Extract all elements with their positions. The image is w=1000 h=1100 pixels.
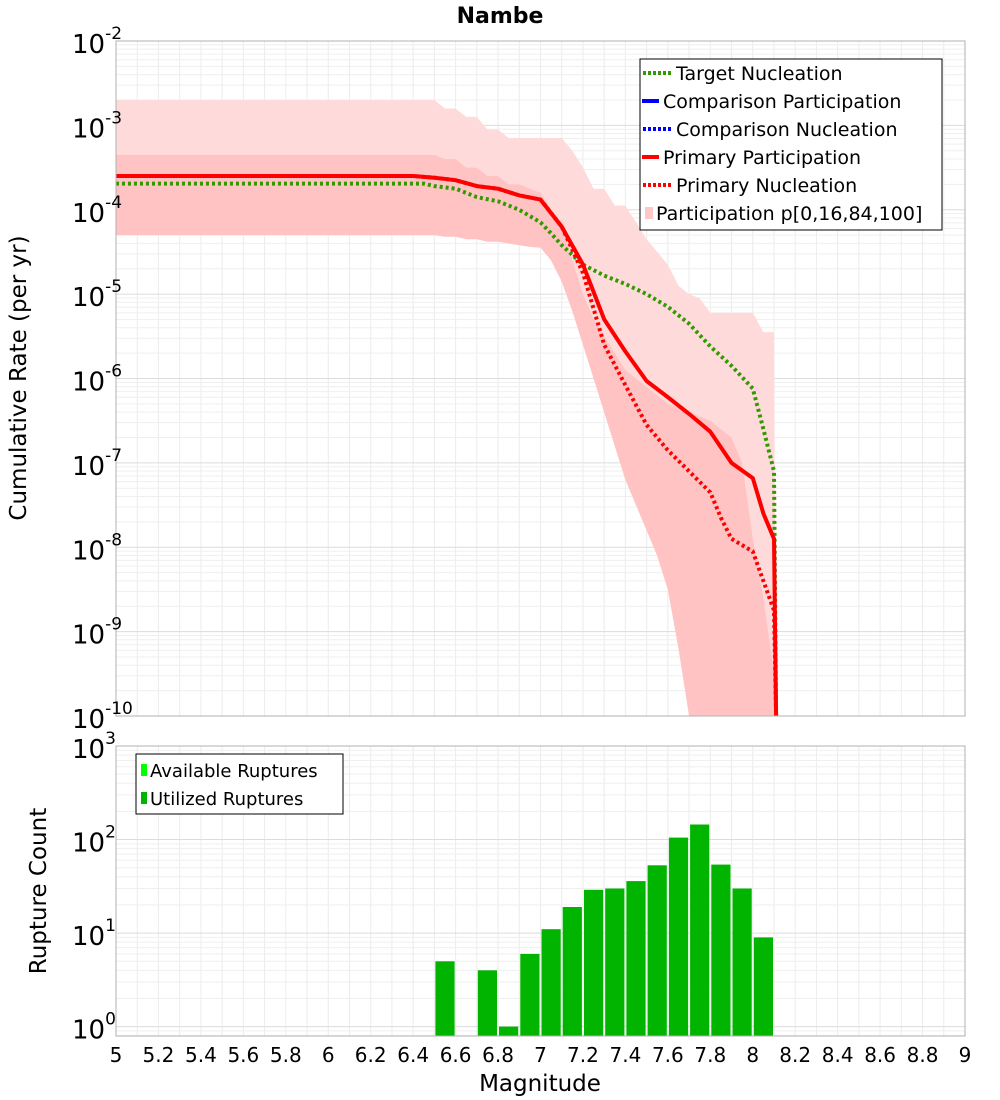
rate-plot-series [116, 174, 779, 717]
chart-title: Nambe [457, 4, 544, 29]
bar [605, 888, 625, 1036]
y-tick-label: 10-5 [72, 277, 122, 313]
y-tick-label: 10-2 [72, 24, 122, 60]
legend-swatch [141, 792, 147, 804]
count-plot-y-label: Rupture Count [26, 808, 52, 974]
x-tick-label: 7.8 [694, 1043, 726, 1067]
y-tick-label: 10-9 [72, 615, 122, 651]
x-tick-label: 5 [110, 1043, 123, 1067]
bar [753, 937, 773, 1036]
count-plot-frame [115, 745, 966, 1037]
y-tick-label: 103 [72, 729, 116, 765]
bar [668, 837, 689, 1036]
legend-label: Primary Participation [663, 147, 861, 169]
bar [711, 864, 731, 1036]
x-tick-label: 7.2 [567, 1043, 599, 1067]
bar [584, 889, 604, 1036]
x-tick-label: 6.2 [355, 1043, 387, 1067]
x-tick-label: 5.8 [270, 1043, 302, 1067]
x-axis-label: Magnitude [479, 1071, 601, 1097]
band-p0-p100 [116, 100, 777, 717]
x-tick-label: 6.4 [397, 1043, 429, 1067]
x-tick-label: 6.6 [440, 1043, 472, 1067]
x-tick-label: 7.4 [609, 1043, 641, 1067]
rate-plot: 10-2 10-3 10-4 10-5 10-6 10-7 10-8 10-9 10-10 Na… [6, 4, 966, 735]
bar [626, 881, 646, 1036]
count-plot: 103 102 101 100 5 5.2 5.4 5.6 5.8 6 6.2 6.4 6.6 6.8 7… [26, 729, 971, 1097]
rate-plot-legend-box [639, 58, 943, 231]
legend-label: Available Ruptures [150, 761, 318, 782]
y-tick-label: 101 [72, 916, 116, 952]
legend-swatch [141, 764, 147, 776]
x-tick-label: 8.6 [864, 1043, 896, 1067]
x-tick-label: 6 [322, 1043, 335, 1067]
y-tick-label: 10-8 [72, 530, 122, 566]
legend-label: Primary Nucleation [676, 175, 857, 197]
count-plot-y-ticks: 103 102 101 100 [72, 729, 116, 1046]
y-tick-label: 10-6 [72, 362, 122, 398]
series-primary-nucleation [116, 174, 779, 717]
x-tick-label: 5.4 [185, 1043, 217, 1067]
rate-plot-frame [115, 40, 966, 717]
bar [732, 888, 752, 1036]
legend-label: Participation p[0,16,84,100] [656, 203, 922, 225]
x-tick-label: 6.8 [482, 1043, 514, 1067]
bar [562, 907, 582, 1036]
y-tick-label: 10-3 [72, 108, 122, 144]
bar [520, 953, 540, 1036]
legend-label: Utilized Ruptures [150, 789, 303, 810]
legend-label: Comparison Participation [663, 91, 901, 113]
series-primary-participation [116, 174, 779, 717]
x-tick-label: 5.6 [227, 1043, 259, 1067]
band-p16-p84 [116, 154, 777, 716]
legend-label: Comparison Nucleation [676, 119, 898, 141]
rate-plot-legend: Target Nucleation Comparison Participatio… [639, 58, 943, 231]
y-tick-label: 100 [72, 1010, 116, 1046]
y-tick-label: 10-4 [72, 193, 122, 229]
bar [541, 929, 561, 1036]
y-tick-label: 10-7 [72, 446, 122, 482]
x-tick-label: 8.8 [907, 1043, 939, 1067]
bar [647, 865, 667, 1036]
x-tick-label: 7 [534, 1043, 547, 1067]
count-plot-bars [435, 824, 773, 1036]
count-plot-legend-box [135, 753, 344, 815]
count-plot-x-ticks: 5 5.2 5.4 5.6 5.8 6 6.2 6.4 6.6 6.8 7 7.2 7.4 7.6 7.8 8… [110, 1043, 972, 1067]
count-plot-legend: Available Ruptures Utilized Ruptures [135, 753, 344, 815]
rate-plot-bands [116, 100, 777, 717]
legend-swatch [645, 207, 653, 219]
x-tick-label: 8.2 [779, 1043, 811, 1067]
rate-plot-y-ticks: 10-2 10-3 10-4 10-5 10-6 10-7 10-8 10-9 10-10 [72, 24, 133, 735]
x-tick-label: 9 [959, 1043, 972, 1067]
x-tick-label: 7.6 [652, 1043, 684, 1067]
bar [435, 961, 455, 1036]
x-tick-label: 8 [746, 1043, 759, 1067]
y-tick-label: 102 [72, 823, 116, 859]
x-tick-label: 8.4 [822, 1043, 854, 1067]
rate-plot-y-label: Cumulative Rate (per yr) [6, 235, 32, 520]
bar [499, 1026, 519, 1036]
x-tick-label: 5.2 [143, 1043, 175, 1067]
y-tick-label: 10-10 [72, 699, 133, 735]
bar [690, 824, 710, 1036]
bar [477, 970, 497, 1036]
legend-label: Target Nucleation [675, 63, 843, 85]
